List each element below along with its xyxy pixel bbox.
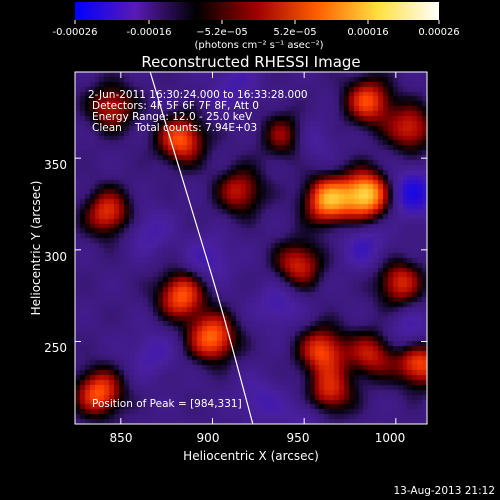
x-tick-label-900: 900 [197, 431, 220, 445]
y-tick-label-300: 300 [44, 250, 67, 264]
x-axis: 850 900 950 1000 Heliocentric X (arcsec) [110, 72, 406, 463]
annotation-detectors: Detectors: 4F 5F 6F 7F 8F, Att 0 [92, 100, 259, 112]
heatmap-image [75, 72, 427, 424]
colorbar-tick-label: 0.00026 [418, 27, 459, 38]
annotation-peak-position: Position of Peak = [984,331] [92, 398, 242, 410]
plot-frame [74, 71, 428, 425]
colorbar-tick-label: 0.00016 [347, 27, 388, 38]
x-tick-label-850: 850 [110, 431, 133, 445]
colorbar-ticks: -0.00026 -0.00016 −5.2e−05 5.2e−05 0.00016 0.… [53, 20, 460, 38]
y-axis: 250 300 350 Heliocentric Y (arcsec) [29, 157, 427, 355]
colorbar-tick-label: 5.2e−05 [273, 27, 316, 38]
colorbar-tick-label: −5.2e−05 [196, 27, 248, 38]
y-axis-label: Heliocentric Y (arcsec) [29, 181, 43, 316]
x-tick-label-950: 950 [287, 431, 310, 445]
chart-title: Reconstructed RHESSI Image [141, 53, 360, 71]
colorbar-tick-label: -0.00026 [53, 27, 98, 38]
annotation-energy-range: Energy Range: 12.0 - 25.0 keV [92, 111, 253, 123]
x-tick-label-1000: 1000 [375, 431, 406, 445]
annotation-time-range: 2-Jun-2011 16:30:24.000 to 16:33:28.000 [88, 89, 308, 101]
x-axis-label: Heliocentric X (arcsec) [183, 449, 319, 463]
colorbar: -0.00026 -0.00016 −5.2e−05 5.2e−05 0.00016 0.… [53, 2, 460, 51]
footer-timestamp: 13-Aug-2013 21:12 [393, 485, 495, 497]
colorbar-ramp [75, 2, 439, 20]
solar-limb-curve [149, 72, 254, 424]
colorbar-unit-label: (photons cm⁻² s⁻¹ asec⁻²) [194, 40, 323, 51]
plot-area: 2-Jun-2011 16:30:24.000 to 16:33:28.000 … [74, 71, 428, 425]
annotation-clean-counts: Clean Total counts: 7.94E+03 [92, 122, 257, 134]
y-tick-label-250: 250 [44, 341, 67, 355]
y-tick-label-350: 350 [44, 158, 67, 172]
colorbar-tick-label: -0.00016 [127, 27, 172, 38]
